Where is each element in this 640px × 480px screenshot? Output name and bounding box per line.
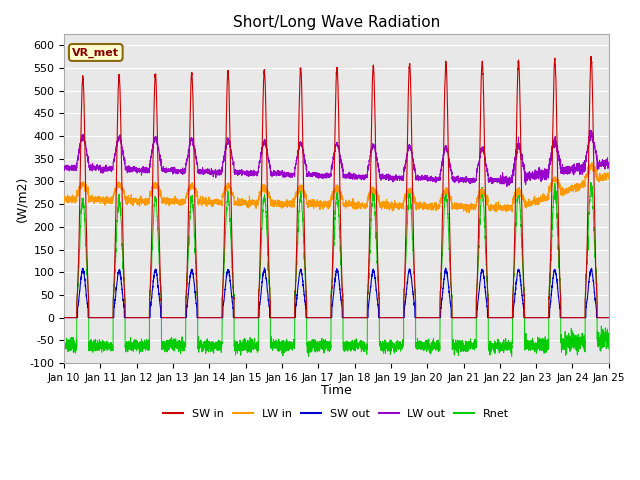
X-axis label: Time: Time bbox=[321, 384, 352, 397]
Text: VR_met: VR_met bbox=[72, 48, 119, 58]
Title: Short/Long Wave Radiation: Short/Long Wave Radiation bbox=[233, 15, 440, 30]
Legend: SW in, LW in, SW out, LW out, Rnet: SW in, LW in, SW out, LW out, Rnet bbox=[159, 405, 514, 423]
Y-axis label: (W/m2): (W/m2) bbox=[15, 175, 28, 222]
